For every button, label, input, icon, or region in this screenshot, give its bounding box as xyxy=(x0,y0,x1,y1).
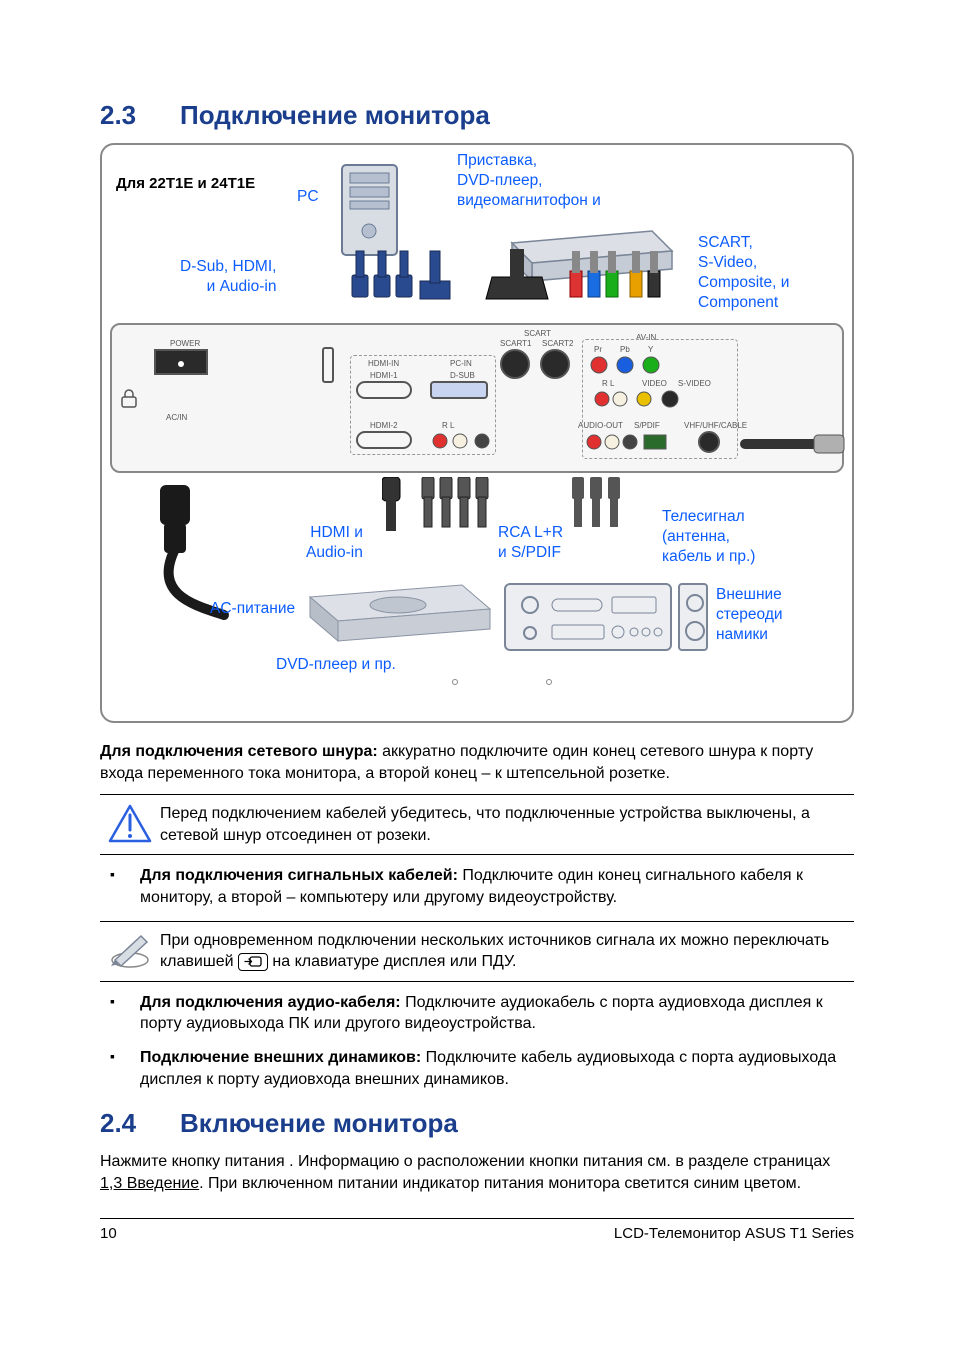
page-number: 10 xyxy=(100,1225,117,1242)
scart-label: SCART, S-Video, Composite, и Component xyxy=(698,233,789,314)
bullet-audio-cable: Для подключения аудио-кабеля: Подключите… xyxy=(100,992,854,1035)
power-switch-icon xyxy=(154,349,208,375)
antenna-cable-icon xyxy=(740,433,850,457)
power-cord-paragraph: Для подключения сетевого шнура: аккуратн… xyxy=(100,741,854,784)
pen-icon xyxy=(100,930,160,970)
dsub-label: D-Sub, HDMI, и Audio-in xyxy=(180,257,276,297)
group-border-2 xyxy=(582,339,738,459)
section-number: 2.4 xyxy=(100,1108,180,1139)
warning-icon xyxy=(100,803,160,845)
tip-note: При одновременном подключении нескольких… xyxy=(100,921,854,982)
speaker-left-icon xyxy=(678,583,708,651)
section-2-4-heading: 2.4Включение монитора xyxy=(100,1108,854,1139)
tip-text: При одновременном подключении нескольких… xyxy=(160,930,854,973)
dvd-player-icon xyxy=(302,579,502,651)
screw-icon xyxy=(452,679,458,685)
stereo-receiver-icon xyxy=(504,583,672,651)
bullet-bold: Для подключения сигнальных кабелей: xyxy=(140,867,458,884)
scart1-port-icon xyxy=(500,349,530,379)
settop-label: Приставка, DVD-плеер, видеомагнитофон и xyxy=(457,151,601,211)
label-acin: AC/IN xyxy=(166,413,187,422)
tip-text-b: на клавиатуре дисплея или ПДУ. xyxy=(268,953,517,970)
model-label: Для 22T1E и 24T1E xyxy=(116,175,255,192)
screw-icon xyxy=(546,679,552,685)
connection-diagram: Для 22T1E и 24T1E PC Приставка, DVD-плее… xyxy=(100,143,854,723)
dvd-label: DVD-плеер и пр. xyxy=(276,655,396,675)
intro-link[interactable]: 1,3 Введение xyxy=(100,1175,199,1192)
warning-text: Перед подключением кабелей убедитесь, чт… xyxy=(160,803,854,846)
footer-title: LCD-Телемонитор ASUS T1 Series xyxy=(614,1225,854,1242)
label-scart: SCART xyxy=(524,329,551,338)
power-cord-bold: Для подключения сетевого шнура: xyxy=(100,743,378,760)
pc-label: PC xyxy=(297,187,319,207)
text-a: Нажмите кнопку питания . Информацию о ра… xyxy=(100,1153,830,1170)
hdmi-audio-label: HDMI и Audio-in xyxy=(306,523,363,563)
ac-label: AC-питание xyxy=(210,599,295,619)
label-power: POWER xyxy=(170,339,200,348)
text-b: . При включенном питании индикатор питан… xyxy=(199,1175,801,1192)
bullet-bold: Подключение внешних динамиков: xyxy=(140,1049,421,1066)
speakers-label: Внешние стереоди намики xyxy=(716,585,783,645)
tvsignal-label: Телесигнал (антенна, кабель и пр.) xyxy=(662,507,755,567)
page-footer: 10 LCD-Телемонитор ASUS T1 Series xyxy=(100,1218,854,1242)
section-2-3-heading: 2.3Подключение монитора xyxy=(100,100,854,131)
rear-panel-box: POWER AC/IN HDMI-IN HDMI-1 HDMI-2 PC-IN … xyxy=(110,323,844,473)
scart2-port-icon xyxy=(540,349,570,379)
input-source-icon xyxy=(238,953,268,971)
label-scart1: SCART1 xyxy=(500,339,531,348)
bullet-external-speakers: Подключение внешних динамиков: Подключит… xyxy=(100,1047,854,1090)
rca-label: RCA L+R и S/PDIF xyxy=(498,523,563,563)
bullet-bold: Для подключения аудио-кабеля: xyxy=(140,994,401,1011)
group-border-1 xyxy=(350,355,496,455)
section-title: Включение монитора xyxy=(180,1108,458,1138)
label-scart2: SCART2 xyxy=(542,339,573,348)
section-2-4-text: Нажмите кнопку питания . Информацию о ра… xyxy=(100,1151,854,1194)
lock-icon xyxy=(118,387,140,409)
bullet-signal-cables: Для подключения сигнальных кабелей: Подк… xyxy=(100,865,854,908)
slot-icon xyxy=(322,347,334,383)
warning-note: Перед подключением кабелей убедитесь, чт… xyxy=(100,794,854,855)
section-title: Подключение монитора xyxy=(180,100,490,130)
section-number: 2.3 xyxy=(100,100,180,131)
